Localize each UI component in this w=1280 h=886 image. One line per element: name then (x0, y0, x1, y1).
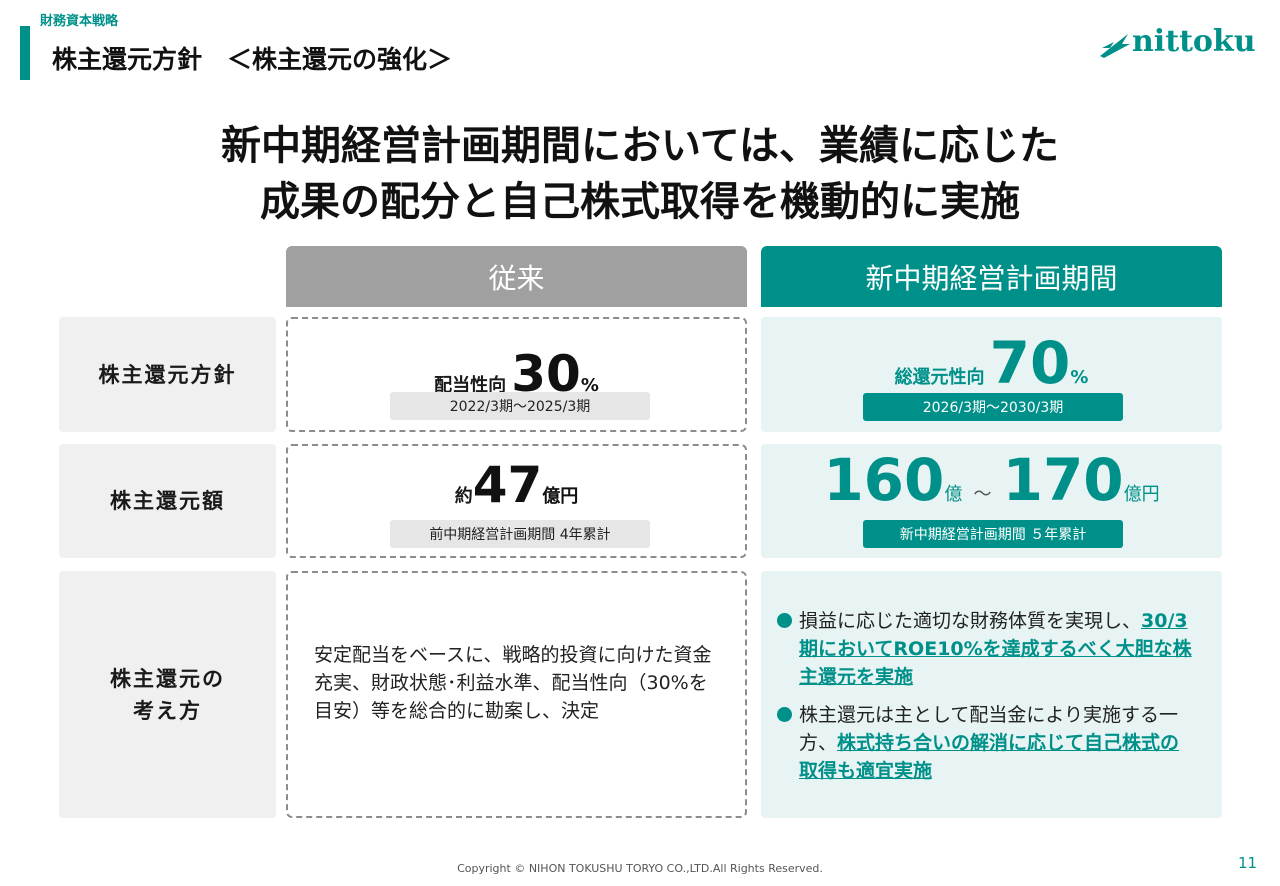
row-label-approach-line-1: 株主還元の (110, 666, 225, 691)
old-amount-figure: 約47億円 (288, 456, 745, 514)
title-accent-bar (20, 26, 30, 80)
company-logo: nittoku (1098, 24, 1258, 64)
new-policy-value: 70 (989, 329, 1071, 397)
old-amount-value: 47 (472, 456, 543, 514)
old-policy-unit: % (580, 375, 599, 396)
copyright: Copyright © NIHON TOKUSHU TORYO CO.,LTD.… (457, 862, 823, 875)
new-policy-figure: 総還元性向 70% (761, 329, 1222, 397)
old-amount-note: 前中期経営計画期間 4年累計 (390, 520, 650, 548)
approach-bullet-2: 株主還元は主として配当金により実施する一方、株式持ち合いの解消に応じて自己株式の… (777, 701, 1197, 785)
column-header-new: 新中期経営計画期間 (761, 246, 1222, 307)
new-policy-cell: 総還元性向 70% 2026/3期～2030/3期 (761, 317, 1222, 432)
new-amount-high: 170 (1002, 446, 1124, 514)
old-policy-prefix: 配当性向 (434, 375, 507, 396)
row-label-policy: 株主還元方針 (59, 317, 276, 432)
new-amount-high-unit: 億円 (1123, 484, 1160, 505)
approach-bullet-1-emphasis: 30/3期においてROE10%を達成するべく大胆な株主還元を実施 (799, 610, 1192, 688)
approach-bullet-1: 損益に応じた適切な財務体質を実現し、30/3期においてROE10%を達成するべく… (777, 607, 1197, 691)
nittoku-logo-icon (1100, 34, 1130, 58)
old-amount-cell: 約47億円 前中期経営計画期間 4年累計 (286, 444, 747, 558)
new-amount-low: 160 (823, 446, 945, 514)
headline: 新中期経営計画期間においては、業績に応じた 成果の配分と自己株式取得を機動的に実… (0, 118, 1280, 230)
new-amount-tilde: ～ (973, 484, 992, 505)
approach-bullet-2-emphasis: 株式持ち合いの解消に応じて自己株式の取得も適宜実施 (799, 732, 1180, 782)
approach-bullet-1-text: 損益に応じた適切な財務体質を実現し、 (799, 610, 1142, 632)
section-tag: 財務資本戦略 (40, 14, 119, 29)
logo-text: nittoku (1132, 24, 1256, 59)
new-amount-note: 新中期経営計画期間 ５年累計 (863, 520, 1123, 548)
page-title: 株主還元方針 ＜株主還元の強化＞ (52, 45, 453, 74)
row-label-amount: 株主還元額 (59, 444, 276, 558)
page-number: 11 (1238, 854, 1258, 872)
new-amount-figure: 160億 ～ 170億円 (761, 446, 1222, 514)
new-amount-low-unit: 億 (944, 484, 963, 505)
old-policy-period: 2022/3期～2025/3期 (390, 392, 650, 420)
row-label-approach-line-2: 考え方 (133, 698, 202, 723)
old-approach-cell: 安定配当をベースに、戦略的投資に向けた資金充実、財政状態･利益水準、配当性向（3… (286, 571, 747, 818)
old-amount-prefix: 約 (454, 486, 473, 507)
row-label-approach: 株主還元の 考え方 (59, 571, 276, 818)
new-approach-cell: 損益に応じた適切な財務体質を実現し、30/3期においてROE10%を達成するべく… (761, 571, 1222, 818)
bullet-dot-icon (777, 707, 792, 722)
new-policy-prefix: 総還元性向 (894, 367, 985, 388)
approach-bullet-2-text: 株主還元は主として配当金により実施する一方、 (799, 704, 1179, 754)
column-header-old: 従来 (286, 246, 747, 307)
headline-line-2: 成果の配分と自己株式取得を機動的に実施 (260, 179, 1020, 225)
old-policy-cell: 配当性向 30% 2022/3期～2025/3期 (286, 317, 747, 432)
old-amount-unit: 億円 (542, 486, 579, 507)
new-policy-unit: % (1070, 367, 1089, 388)
bullet-dot-icon (777, 613, 792, 628)
headline-line-1: 新中期経営計画期間においては、業績に応じた (221, 123, 1059, 169)
old-approach-text: 安定配当をベースに、戦略的投資に向けた資金充実、財政状態･利益水準、配当性向（3… (314, 644, 712, 722)
new-amount-cell: 160億 ～ 170億円 新中期経営計画期間 ５年累計 (761, 444, 1222, 558)
new-policy-period: 2026/3期～2030/3期 (863, 393, 1123, 421)
